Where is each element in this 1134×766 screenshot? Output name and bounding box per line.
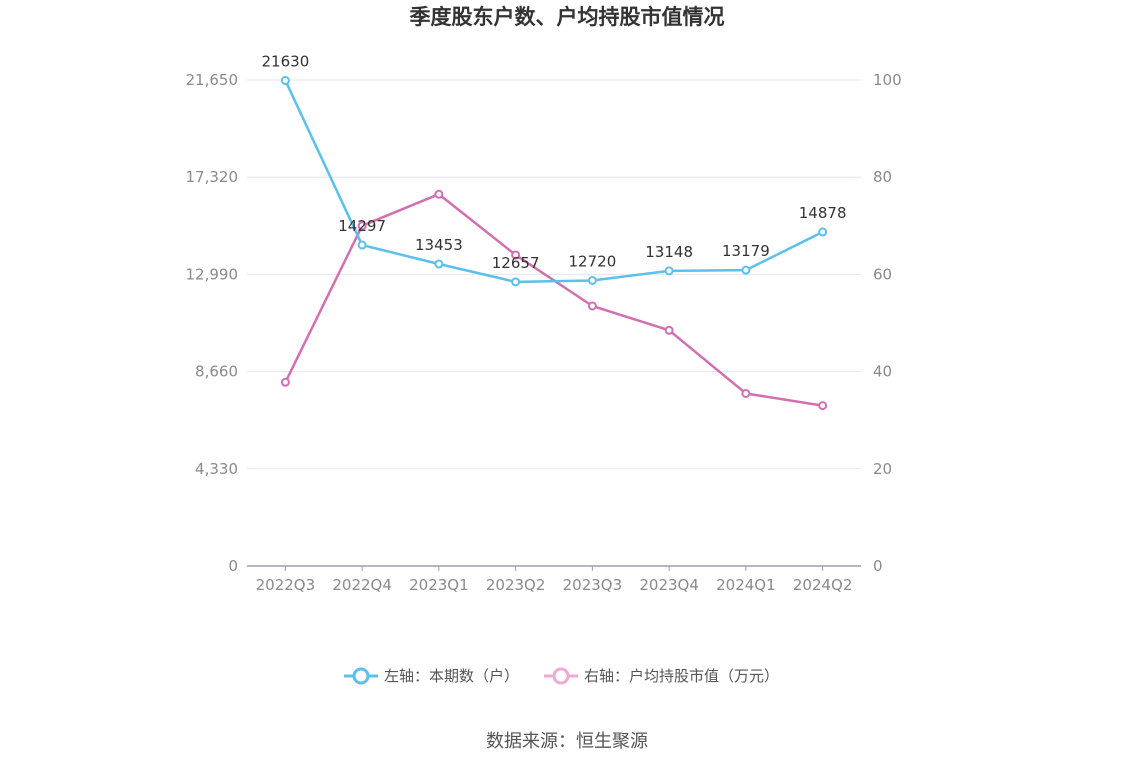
data-label: 21630 (262, 52, 310, 70)
data-point[interactable] (357, 240, 367, 250)
data-label: 13179 (722, 242, 770, 260)
legend[interactable]: 左轴：本期数（户） 右轴：户均持股市值（万元） (344, 667, 779, 685)
data-point[interactable] (511, 277, 521, 287)
data-point[interactable] (511, 250, 521, 260)
series-line-shareholders (284, 79, 824, 284)
data-point[interactable] (434, 259, 444, 269)
data-label: 12720 (569, 252, 617, 270)
y-axis-left: 0 4,330 8,660 12,990 17,320 21,650 (186, 71, 239, 575)
data-point[interactable] (434, 189, 444, 199)
data-label: 13148 (645, 243, 693, 261)
data-label: 14297 (338, 217, 386, 235)
y-right-tick-label: 100 (873, 71, 902, 89)
source-note: 数据来源：恒生聚源 (486, 731, 648, 752)
grid-lines (247, 79, 861, 470)
data-point[interactable] (818, 401, 828, 411)
y-left-tick-label: 21,650 (186, 71, 239, 89)
x-axis: 2022Q3 2022Q4 2023Q1 2023Q2 2023Q3 2023Q4 2024… (247, 565, 861, 594)
x-tick-label: 2024Q1 (716, 576, 776, 594)
y-axis-right: 0 20 40 60 80 100 (873, 71, 902, 575)
x-tick-label: 2023Q2 (486, 576, 546, 594)
legend-marker-left-axis (352, 667, 370, 685)
y-left-tick-label: 12,990 (186, 265, 239, 283)
legend-item-left-axis[interactable]: 左轴：本期数（户） (344, 667, 519, 685)
data-point[interactable] (741, 388, 751, 398)
data-point[interactable] (587, 301, 597, 311)
legend-label-right-axis: 右轴：户均持股市值（万元） (584, 667, 779, 685)
x-tick-label: 2022Q3 (256, 576, 316, 594)
data-point[interactable] (280, 75, 290, 85)
x-tick-label: 2024Q2 (793, 576, 853, 594)
y-right-tick-label: 40 (873, 363, 892, 381)
data-point[interactable] (664, 266, 674, 276)
data-label: 13453 (415, 236, 463, 254)
y-right-tick-label: 80 (873, 168, 892, 186)
y-left-tick-label: 8,660 (195, 363, 238, 381)
data-point[interactable] (357, 221, 367, 231)
data-point[interactable] (818, 227, 828, 237)
data-point[interactable] (587, 275, 597, 285)
y-right-tick-label: 20 (873, 460, 892, 478)
x-tick-label: 2023Q1 (409, 576, 469, 594)
x-tick-label: 2023Q4 (639, 576, 699, 594)
series-group (280, 75, 828, 411)
x-tick-label: 2023Q3 (563, 576, 623, 594)
y-left-tick-label: 4,330 (195, 460, 238, 478)
y-right-tick-label: 0 (873, 557, 883, 575)
y-left-tick-label: 0 (228, 557, 238, 575)
legend-item-right-axis[interactable]: 右轴：户均持股市值（万元） (544, 667, 779, 685)
data-label: 14878 (799, 204, 847, 222)
y-left-tick-label: 17,320 (186, 168, 239, 186)
data-point[interactable] (280, 377, 290, 387)
data-point[interactable] (664, 325, 674, 335)
data-labels: 21630 14297 13453 12657 12720 13148 13179 14878 (262, 52, 847, 271)
legend-label-left-axis: 左轴：本期数（户） (384, 667, 519, 685)
legend-marker-right-axis (552, 667, 570, 685)
y-right-tick-label: 60 (873, 265, 892, 283)
data-point[interactable] (741, 265, 751, 275)
data-label: 12657 (492, 254, 540, 272)
chart-title: 季度股东户数、户均持股市值情况 (410, 5, 725, 29)
x-tick-label: 2022Q4 (332, 576, 392, 594)
